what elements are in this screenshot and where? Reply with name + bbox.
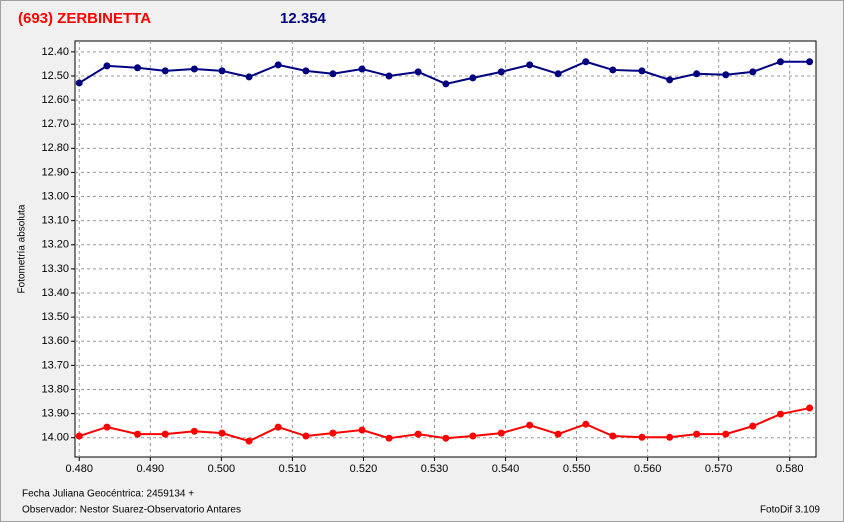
data-point [638, 433, 646, 441]
data-point [134, 64, 142, 72]
data-point [609, 66, 617, 74]
x-tick-label: 0.550 [563, 463, 591, 475]
data-point [582, 58, 590, 66]
y-tick-label: 12.50 [41, 70, 69, 82]
data-point [442, 434, 450, 442]
data-point [245, 437, 253, 445]
data-point [722, 430, 730, 438]
data-point [329, 70, 337, 78]
data-point [497, 68, 505, 76]
y-tick-label: 13.10 [41, 215, 69, 227]
y-tick-label: 12.70 [41, 118, 69, 130]
data-point [666, 76, 674, 84]
data-point [385, 72, 393, 80]
x-axis-label: Fecha Juliana Geocéntrica: 2459134 + [22, 489, 194, 500]
y-tick-label: 13.80 [41, 383, 69, 395]
data-point [806, 58, 814, 66]
data-point [526, 421, 534, 429]
software: FotoDif 3.109 [760, 505, 820, 516]
data-point [190, 65, 198, 73]
data-point [274, 61, 282, 69]
x-tick-label: 0.540 [492, 463, 520, 475]
x-tick-label: 0.530 [421, 463, 449, 475]
data-point [722, 71, 730, 79]
data-point [526, 61, 534, 69]
observer: Observador: Nestor Suarez-Observatorio A… [22, 505, 241, 516]
data-point [638, 67, 646, 75]
data-point [497, 429, 505, 437]
y-tick-label: 13.30 [41, 263, 69, 275]
data-point [414, 430, 422, 438]
data-point [693, 70, 701, 78]
y-tick-label: 13.40 [41, 287, 69, 299]
data-point [103, 62, 111, 70]
data-point [776, 58, 784, 66]
data-point [190, 427, 198, 435]
data-point [666, 433, 674, 441]
y-tick-label: 13.00 [41, 190, 69, 202]
x-tick-label: 0.510 [279, 463, 307, 475]
y-tick-label: 13.90 [41, 407, 69, 419]
y-tick-label: 12.80 [41, 142, 69, 154]
chart-subtitle: 12.354 [280, 10, 327, 27]
data-point [582, 420, 590, 428]
data-point [302, 67, 310, 75]
data-point [442, 80, 450, 88]
data-point [329, 429, 337, 437]
x-tick-label: 0.500 [208, 463, 236, 475]
y-axis-label: Fotometría absoluta [17, 204, 28, 293]
data-point [218, 429, 226, 437]
data-point [274, 423, 282, 431]
y-tick-label: 12.60 [41, 94, 69, 106]
x-tick-label: 0.490 [137, 463, 165, 475]
chart-title: (693) ZERBINETTA [18, 10, 151, 27]
plot-area [74, 40, 817, 458]
x-tick-label: 0.570 [705, 463, 733, 475]
data-point [385, 434, 393, 442]
data-point [358, 65, 366, 73]
y-tick-label: 12.40 [41, 46, 69, 58]
data-point [414, 68, 422, 76]
data-point [749, 422, 757, 430]
data-point [609, 432, 617, 440]
y-tick-label: 13.70 [41, 359, 69, 371]
x-tick-label: 0.520 [350, 463, 378, 475]
data-point [161, 67, 169, 75]
data-point [693, 430, 701, 438]
y-tick-label: 13.60 [41, 335, 69, 347]
data-point [469, 432, 477, 440]
data-point [554, 70, 562, 78]
x-tick-label: 0.580 [776, 463, 804, 475]
data-point [554, 430, 562, 438]
y-tick-label: 12.90 [41, 166, 69, 178]
data-point [749, 68, 757, 76]
data-point [218, 67, 226, 75]
data-point [302, 432, 310, 440]
data-point [358, 426, 366, 434]
data-point [469, 74, 477, 82]
y-tick-label: 14.00 [41, 432, 69, 444]
data-point [245, 73, 253, 81]
data-point [161, 430, 169, 438]
data-point [75, 79, 83, 87]
y-tick-label: 13.50 [41, 311, 69, 323]
x-tick-label: 0.560 [634, 463, 662, 475]
data-point [75, 432, 83, 440]
data-point [806, 404, 814, 412]
x-tick-label: 0.480 [65, 463, 93, 475]
data-point [103, 423, 111, 431]
y-tick-label: 13.20 [41, 239, 69, 251]
data-point [776, 410, 784, 418]
data-point [134, 430, 142, 438]
